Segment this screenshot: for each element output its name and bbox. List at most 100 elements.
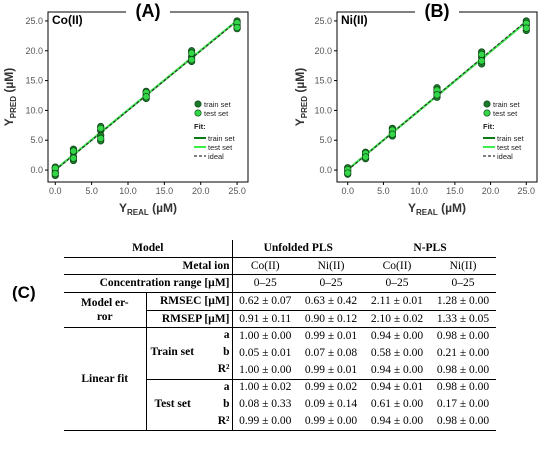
test-a-cell: 0.98 ± 0.00 <box>430 378 497 397</box>
x-tick-label: 25.0 <box>228 186 246 196</box>
metal-cell: Co(II) <box>364 256 430 275</box>
table-row-concentration: Concentration range [µM] 0–25 0–25 0–25 … <box>64 274 497 293</box>
legend-marker <box>194 109 202 117</box>
legend-marker <box>483 100 491 108</box>
test-point <box>478 57 486 65</box>
legend-marker <box>483 109 491 117</box>
test-point <box>97 124 105 132</box>
test-b-cell: 0.08 ± 0.33 <box>239 398 292 411</box>
test-point <box>522 24 530 32</box>
metal-cell: Ni(II) <box>430 256 497 275</box>
y-tick-label: 10.0 <box>314 105 332 115</box>
train-a-cell: 0.94 ± 0.00 <box>364 327 430 346</box>
legend-fit-title: Fit: <box>483 122 495 131</box>
x-tick-label: 20.0 <box>482 186 500 196</box>
train-b-cell: 0.58 ± 0.00 <box>370 346 424 359</box>
test-r2-cell: 0.99 ± 0.00 <box>232 412 298 431</box>
legend-label: train set <box>493 100 521 109</box>
rmsec-cell: 2.11 ± 0.01 <box>364 292 430 311</box>
test-point <box>388 130 396 138</box>
header-model: Model <box>64 240 233 258</box>
param-b: b <box>223 397 230 410</box>
y-tick-label: 20.0 <box>25 46 43 56</box>
train-r2-cell: 0.99 ± 0.01 <box>304 363 358 376</box>
x-tick-label: 20.0 <box>192 186 210 196</box>
test-point <box>51 170 59 178</box>
label-rmsec: RMSEC [µM] <box>146 292 233 311</box>
label-test-set: Test set a b R² <box>146 378 233 431</box>
conc-cell: 0–25 <box>298 274 364 293</box>
x-tick-label: 5.0 <box>85 186 98 196</box>
test-r2-cell: 0.98 ± 0.00 <box>430 412 497 431</box>
x-tick-label: 15.0 <box>446 186 464 196</box>
conc-cell: 0–25 <box>430 274 497 293</box>
y-tick-label: 0.0 <box>30 165 43 175</box>
legend-marker <box>194 100 202 108</box>
train-b-cell: 0.21 ± 0.00 <box>436 346 490 359</box>
test-a-cell: 0.99 ± 0.02 <box>298 378 364 397</box>
label-concentration: Concentration range [µM] <box>64 274 233 293</box>
conc-cell: 0–25 <box>364 274 430 293</box>
test-point <box>69 154 78 162</box>
panel-letter: (A) <box>136 1 161 21</box>
train-a-cell: 0.99 ± 0.01 <box>298 327 364 346</box>
param-r2: R² <box>217 414 230 427</box>
rmsep-cell: 0.90 ± 0.12 <box>298 309 364 328</box>
x-tick-label: 0.0 <box>341 186 354 196</box>
table-row-train-a: Linear fit Train set a b R² 1.00 ± 0.00 … <box>64 327 497 431</box>
table-row-test-r2: 0.99 ± 0.00 0.99 ± 0.00 0.94 ± 0.00 0.98… <box>64 412 497 431</box>
test-point <box>433 91 441 99</box>
x-tick-label: 15.0 <box>156 186 174 196</box>
test-set-text: Test set <box>154 397 191 410</box>
param-a: a <box>223 329 230 342</box>
test-b-cell: 0.09 ± 0.14 <box>304 398 358 411</box>
train-r2-cell: 0.98 ± 0.00 <box>436 363 490 376</box>
y-tick-label: 25.0 <box>25 16 43 26</box>
x-tick-label: 25.0 <box>518 186 536 196</box>
header-unfolded-pls: Unfolded PLS <box>263 241 333 254</box>
legend-label: test set <box>493 109 518 118</box>
table-row-metal: Metal ion Co(II) Ni(II) Co(II) Ni(II) <box>64 256 497 275</box>
legend-label: train set <box>208 134 236 143</box>
label-rmsep: RMSEP [µM] <box>146 309 233 328</box>
results-table: Model Unfolded PLS N-PLS Metal ion Co(II… <box>64 240 497 431</box>
y-tick-label: 0.0 <box>319 165 332 175</box>
label-model-error: Model er- ror <box>64 292 147 328</box>
y-tick-label: 20.0 <box>314 46 332 56</box>
model-error-line2: ror <box>96 311 113 324</box>
test-point <box>233 23 241 32</box>
y-axis-title: YPRED (µM) <box>2 68 18 127</box>
param-r2: R² <box>217 363 230 376</box>
x-tick-label: 0.0 <box>49 186 62 196</box>
panel-letter: (B) <box>425 1 450 21</box>
legend-label: ideal <box>497 152 513 161</box>
legend-label: test set <box>204 109 229 118</box>
test-point <box>142 93 150 101</box>
train-a-cell: 1.00 ± 0.00 <box>232 327 298 346</box>
test-a-cell: 1.00 ± 0.02 <box>232 378 298 397</box>
legend-label: ideal <box>208 152 224 161</box>
test-r2-cell: 0.99 ± 0.00 <box>298 412 364 431</box>
panel-letter-bg <box>126 2 170 20</box>
y-axis-title: YPRED (µM) <box>293 68 309 127</box>
y-tick-label: 10.0 <box>25 105 43 115</box>
legend-label: test set <box>208 143 233 152</box>
test-point <box>344 169 352 177</box>
test-a-cell: 0.94 ± 0.01 <box>364 378 430 397</box>
test-point <box>361 153 370 161</box>
y-tick-label: 15.0 <box>25 76 43 86</box>
panel-letter-bg <box>415 2 459 20</box>
rmsep-cell: 0.91 ± 0.11 <box>232 309 298 328</box>
rmsec-cell: 1.28 ± 0.00 <box>430 292 497 311</box>
chart-b: (B) Ni(II) 0.0 0.0 5.0 5.0 10.0 10.0 15.0 15.0 20.… <box>293 1 538 217</box>
table-row-rmsec: Model er- ror RMSEC [µM] 0.62 ± 0.07 0.6… <box>64 292 497 328</box>
train-a-cell: 0.98 ± 0.00 <box>430 327 497 346</box>
table-row-test-b: 0.08 ± 0.33 0.09 ± 0.14 0.61 ± 0.00 0.17… <box>64 396 496 413</box>
test-point <box>478 50 486 58</box>
table-row-test-a: Test set a b R² 1.00 ± 0.02 0.99 ± 0.02 … <box>64 378 497 431</box>
x-axis-title: YREAL (µM) <box>119 201 177 217</box>
test-point <box>97 134 105 143</box>
table-row-rmsep: RMSEP [µM] 0.91 ± 0.11 0.90 ± 0.12 2.10 … <box>64 309 497 328</box>
rmsep-cell: 1.33 ± 0.05 <box>430 309 497 328</box>
panel-c-label: (C) <box>12 283 36 302</box>
